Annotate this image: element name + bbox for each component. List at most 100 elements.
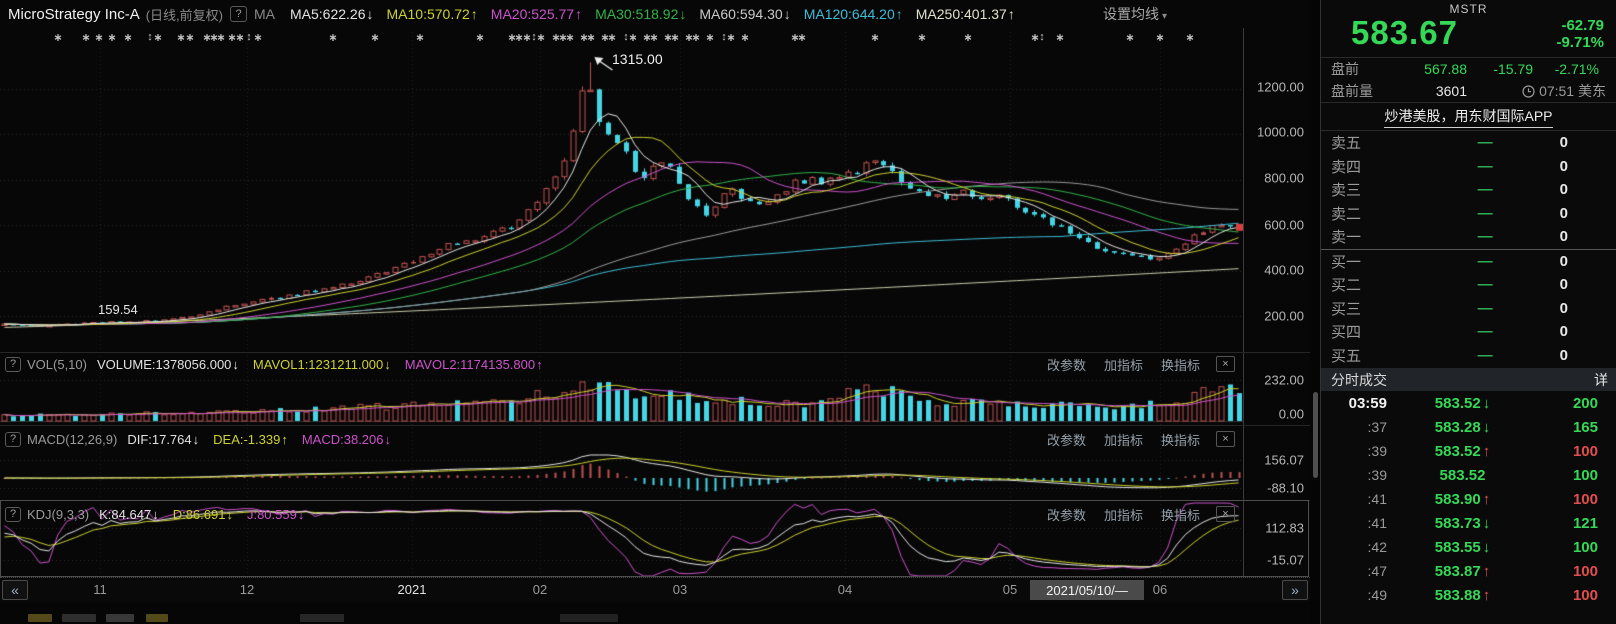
event-star-icon[interactable]: ∗: [328, 32, 338, 44]
event-star-icon[interactable]: ∗: [963, 32, 973, 44]
event-star-icon[interactable]: ∗: [235, 32, 245, 44]
event-star-icon[interactable]: ∗: [507, 32, 517, 44]
event-star-icon[interactable]: ∗: [227, 32, 237, 44]
event-star-icon[interactable]: ∗: [1125, 32, 1135, 44]
order-book-row-ask[interactable]: 卖二 — 0: [1321, 202, 1616, 226]
event-star-icon[interactable]: ∗: [216, 32, 226, 44]
promo-link[interactable]: 炒港美股，用东财国际APP: [1384, 106, 1553, 128]
event-star-icon[interactable]: ∗: [202, 32, 212, 44]
pane-action-button[interactable]: 加指标: [1103, 507, 1143, 523]
time-sales-detail-button[interactable]: 详: [1594, 371, 1608, 388]
ma-settings-button[interactable]: 设置均线 ▾: [1103, 4, 1167, 24]
pane-action-button[interactable]: 改参数: [1046, 507, 1086, 523]
event-range-icon[interactable]: ↕: [1039, 31, 1045, 43]
pane-action-button[interactable]: 加指标: [1103, 357, 1143, 373]
event-star-icon[interactable]: ∗: [81, 32, 91, 44]
event-star-icon[interactable]: ∗: [790, 32, 800, 44]
event-star-icon[interactable]: ∗: [663, 32, 673, 44]
pane-action-button[interactable]: 改参数: [1046, 432, 1086, 448]
event-star-icon[interactable]: ∗: [684, 32, 694, 44]
help-icon[interactable]: ?: [230, 6, 247, 22]
event-star-icon[interactable]: ∗: [607, 32, 617, 44]
event-star-icon[interactable]: ∗: [558, 32, 568, 44]
pane-action-button[interactable]: 换指标: [1160, 432, 1200, 448]
ma-prefix-label: MA: [254, 6, 275, 22]
event-star-icon[interactable]: ∗: [514, 32, 524, 44]
event-star-icon[interactable]: ∗: [370, 32, 380, 44]
event-star-icon[interactable]: ∗: [1185, 32, 1195, 44]
event-star-icon[interactable]: ∗: [153, 32, 163, 44]
trade-row[interactable]: :49 583.88 ↑ 100: [1321, 583, 1616, 607]
order-book-row-bid[interactable]: 买四 — 0: [1321, 320, 1616, 344]
help-icon[interactable]: ?: [5, 431, 21, 447]
event-star-icon[interactable]: ∗: [522, 32, 532, 44]
pane-action-button[interactable]: 换指标: [1160, 507, 1200, 523]
event-star-icon[interactable]: ∗: [870, 32, 880, 44]
event-star-icon[interactable]: ∗: [415, 32, 425, 44]
trade-row[interactable]: :47 583.87 ↑ 100: [1321, 559, 1616, 583]
help-icon[interactable]: ?: [5, 506, 21, 522]
scrollbar-thumb[interactable]: [1313, 392, 1318, 478]
scroll-left-button[interactable]: «: [2, 580, 28, 600]
pane-action-button[interactable]: 改参数: [1046, 357, 1086, 373]
event-star-icon[interactable]: ∗: [123, 32, 133, 44]
trade-row[interactable]: :42 583.55 ↓ 100: [1321, 535, 1616, 559]
help-icon[interactable]: ?: [5, 356, 21, 372]
event-range-icon[interactable]: ↕: [721, 31, 727, 43]
event-range-icon[interactable]: ↕: [246, 31, 252, 43]
close-pane-icon[interactable]: ×: [1216, 431, 1235, 447]
trade-row[interactable]: :41 583.90 ↑ 100: [1321, 487, 1616, 511]
event-star-icon[interactable]: ∗: [691, 32, 701, 44]
order-book-row-bid[interactable]: 买一 — 0: [1321, 250, 1616, 274]
event-star-icon[interactable]: ∗: [536, 32, 546, 44]
order-book-row-ask[interactable]: 卖三 — 0: [1321, 178, 1616, 202]
event-star-icon[interactable]: ∗: [586, 32, 596, 44]
price-chart-canvas[interactable]: [0, 28, 1243, 577]
pane-action-button[interactable]: 换指标: [1160, 357, 1200, 373]
order-book-row-ask[interactable]: 卖四 — 0: [1321, 155, 1616, 179]
event-range-icon[interactable]: ↕: [531, 31, 537, 43]
order-book-row-bid[interactable]: 买五 — 0: [1321, 344, 1616, 368]
event-range-icon[interactable]: ↕: [623, 31, 629, 43]
order-book-row-bid[interactable]: 买三 — 0: [1321, 297, 1616, 321]
scroll-right-button[interactable]: »: [1282, 580, 1308, 600]
event-star-icon[interactable]: ∗: [600, 32, 610, 44]
event-star-icon[interactable]: ∗: [1155, 32, 1165, 44]
event-star-icon[interactable]: ∗: [726, 32, 736, 44]
event-star-icon[interactable]: ∗: [642, 32, 652, 44]
order-book-row-bid[interactable]: 买二 — 0: [1321, 273, 1616, 297]
event-star-icon[interactable]: ∗: [705, 32, 715, 44]
trade-row[interactable]: :39 583.52 100: [1321, 463, 1616, 487]
event-star-icon[interactable]: ∗: [1055, 32, 1065, 44]
trade-row[interactable]: :37 583.28 ↓ 165: [1321, 415, 1616, 439]
event-star-icon[interactable]: ∗: [797, 32, 807, 44]
event-star-icon[interactable]: ∗: [185, 32, 195, 44]
event-star-icon[interactable]: ∗: [94, 32, 104, 44]
bottom-toolbar-clipped: [0, 602, 1310, 624]
close-pane-icon[interactable]: ×: [1216, 506, 1235, 522]
event-star-icon[interactable]: ∗: [551, 32, 561, 44]
order-book-row-ask[interactable]: 卖一 — 0: [1321, 225, 1616, 249]
event-star-icon[interactable]: ∗: [176, 32, 186, 44]
trade-row[interactable]: 03:59 583.52 ↓ 200: [1321, 391, 1616, 415]
close-pane-icon[interactable]: ×: [1216, 356, 1235, 372]
event-star-icon[interactable]: ∗: [628, 32, 638, 44]
event-star-icon[interactable]: ∗: [740, 32, 750, 44]
event-star-icon[interactable]: ∗: [670, 32, 680, 44]
event-star-icon[interactable]: ∗: [1030, 32, 1040, 44]
ma-value: MA250:401.37↑: [916, 6, 1015, 22]
event-star-icon[interactable]: ∗: [209, 32, 219, 44]
trade-row[interactable]: :39 583.52 ↑ 100: [1321, 439, 1616, 463]
event-star-icon[interactable]: ∗: [475, 32, 485, 44]
event-star-icon[interactable]: ∗: [107, 32, 117, 44]
event-range-icon[interactable]: ↕: [147, 31, 153, 43]
event-star-icon[interactable]: ∗: [579, 32, 589, 44]
pane-action-button[interactable]: 加指标: [1103, 432, 1143, 448]
order-book-row-ask[interactable]: 卖五 — 0: [1321, 131, 1616, 155]
event-star-icon[interactable]: ∗: [253, 32, 263, 44]
trade-row[interactable]: :41 583.73 ↓ 121: [1321, 511, 1616, 535]
event-star-icon[interactable]: ∗: [565, 32, 575, 44]
event-star-icon[interactable]: ∗: [53, 32, 63, 44]
event-star-icon[interactable]: ∗: [917, 32, 927, 44]
event-star-icon[interactable]: ∗: [649, 32, 659, 44]
